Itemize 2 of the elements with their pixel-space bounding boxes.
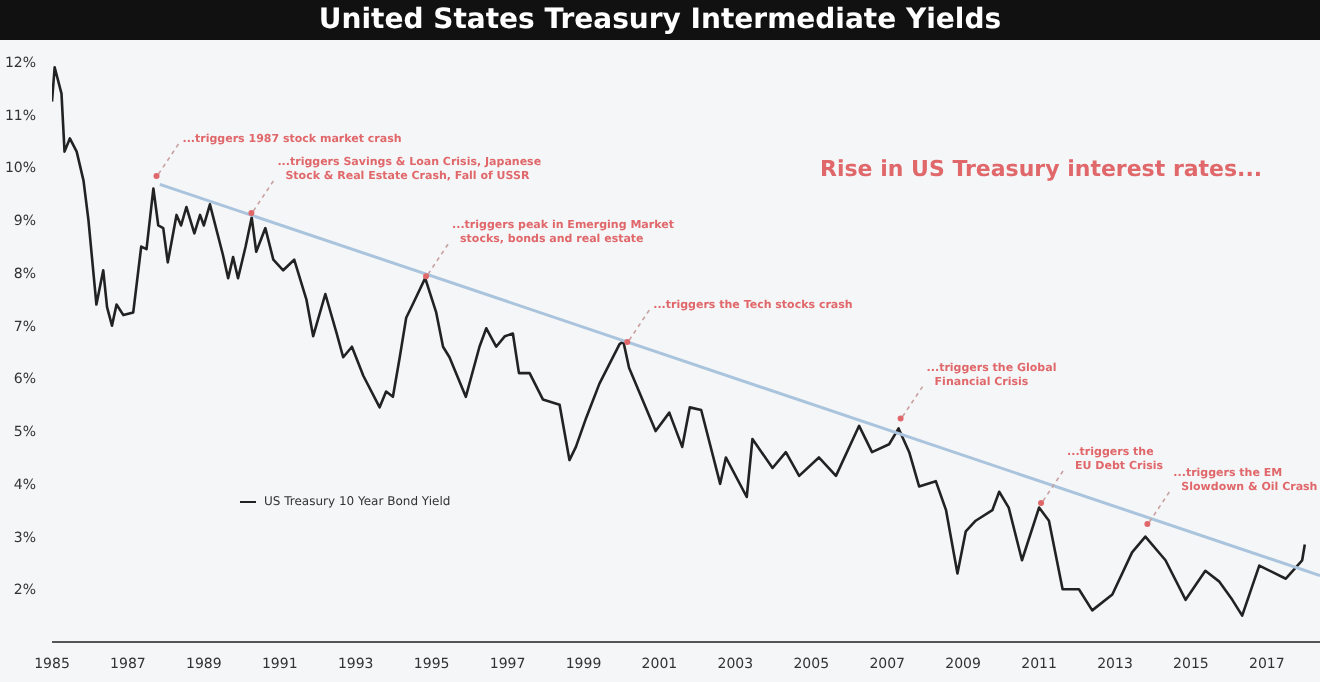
- chart-title: United States Treasury Intermediate Yields: [0, 0, 1320, 40]
- annotation: Rise in US Treasury interest rates...: [820, 156, 1263, 182]
